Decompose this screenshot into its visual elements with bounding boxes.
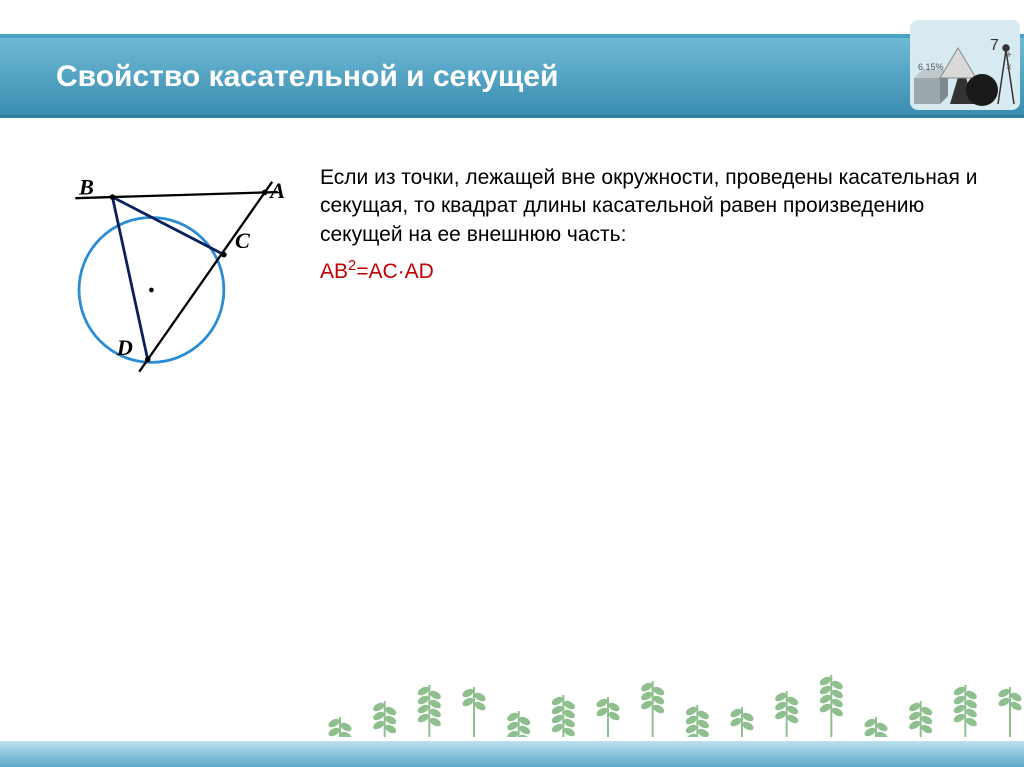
- bottom-stripe: [0, 737, 1024, 767]
- svg-text:C: C: [235, 228, 251, 253]
- svg-text:+: +: [1006, 50, 1012, 61]
- page-title: Свойство касательной и секущей: [56, 60, 558, 94]
- content-area: A B C D Если из точки, лежащей вне окружнос…: [40, 160, 984, 687]
- footer-plants: [0, 657, 1024, 737]
- diagram: A B C D: [40, 160, 300, 687]
- header-bar: Свойство касательной и секущей: [0, 38, 1024, 118]
- theorem-text: Если из точки, лежащей вне окружности, п…: [320, 164, 984, 249]
- svg-text:D: D: [116, 335, 133, 360]
- sphere-icon: [966, 74, 998, 106]
- corner-text-seven: 7: [990, 37, 999, 54]
- formula: AB2=AC·AD: [320, 257, 984, 286]
- corner-decoration: 6.15% 7 + ×: [910, 20, 1020, 110]
- svg-text:B: B: [78, 174, 94, 199]
- text-column: Если из точки, лежащей вне окружности, п…: [320, 160, 984, 687]
- top-stripe: [0, 0, 1024, 38]
- svg-text:A: A: [268, 178, 285, 203]
- svg-text:×: ×: [1006, 62, 1012, 73]
